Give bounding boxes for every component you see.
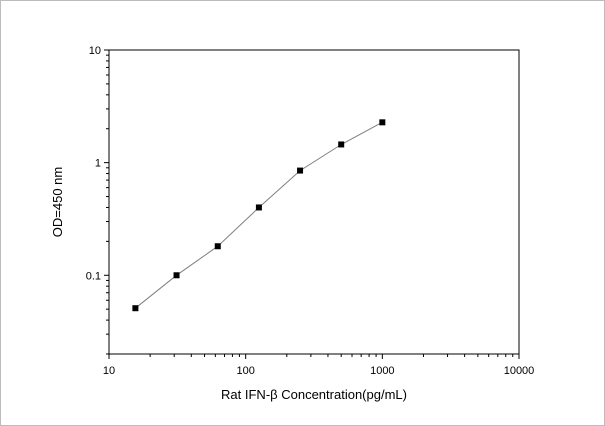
x-tick-label: 1000 <box>370 365 394 377</box>
data-point <box>132 305 139 312</box>
x-tick-label: 10000 <box>504 365 535 377</box>
data-series <box>132 119 386 312</box>
y-tick-label: 1 <box>95 158 101 170</box>
data-point <box>214 243 221 250</box>
y-axis-label: OD=450 nm <box>50 167 65 237</box>
data-point <box>379 119 386 126</box>
x-tick-label: 10 <box>103 365 115 377</box>
data-point <box>297 167 304 174</box>
series-line <box>135 121 383 309</box>
axis-ticks <box>104 49 520 359</box>
data-point <box>255 204 262 211</box>
x-tick-label: 100 <box>236 365 254 377</box>
y-tick-label: 0.1 <box>86 270 101 282</box>
plot-border <box>108 49 520 355</box>
data-point <box>338 141 345 148</box>
tick-labels: 10 100 1000 10000 0.1 1 10 <box>86 45 535 377</box>
data-point <box>173 272 180 279</box>
plot-area <box>108 49 520 355</box>
y-tick-label: 10 <box>89 45 101 57</box>
x-axis-label: Rat IFN-β Concentration(pg/mL) <box>221 387 407 402</box>
